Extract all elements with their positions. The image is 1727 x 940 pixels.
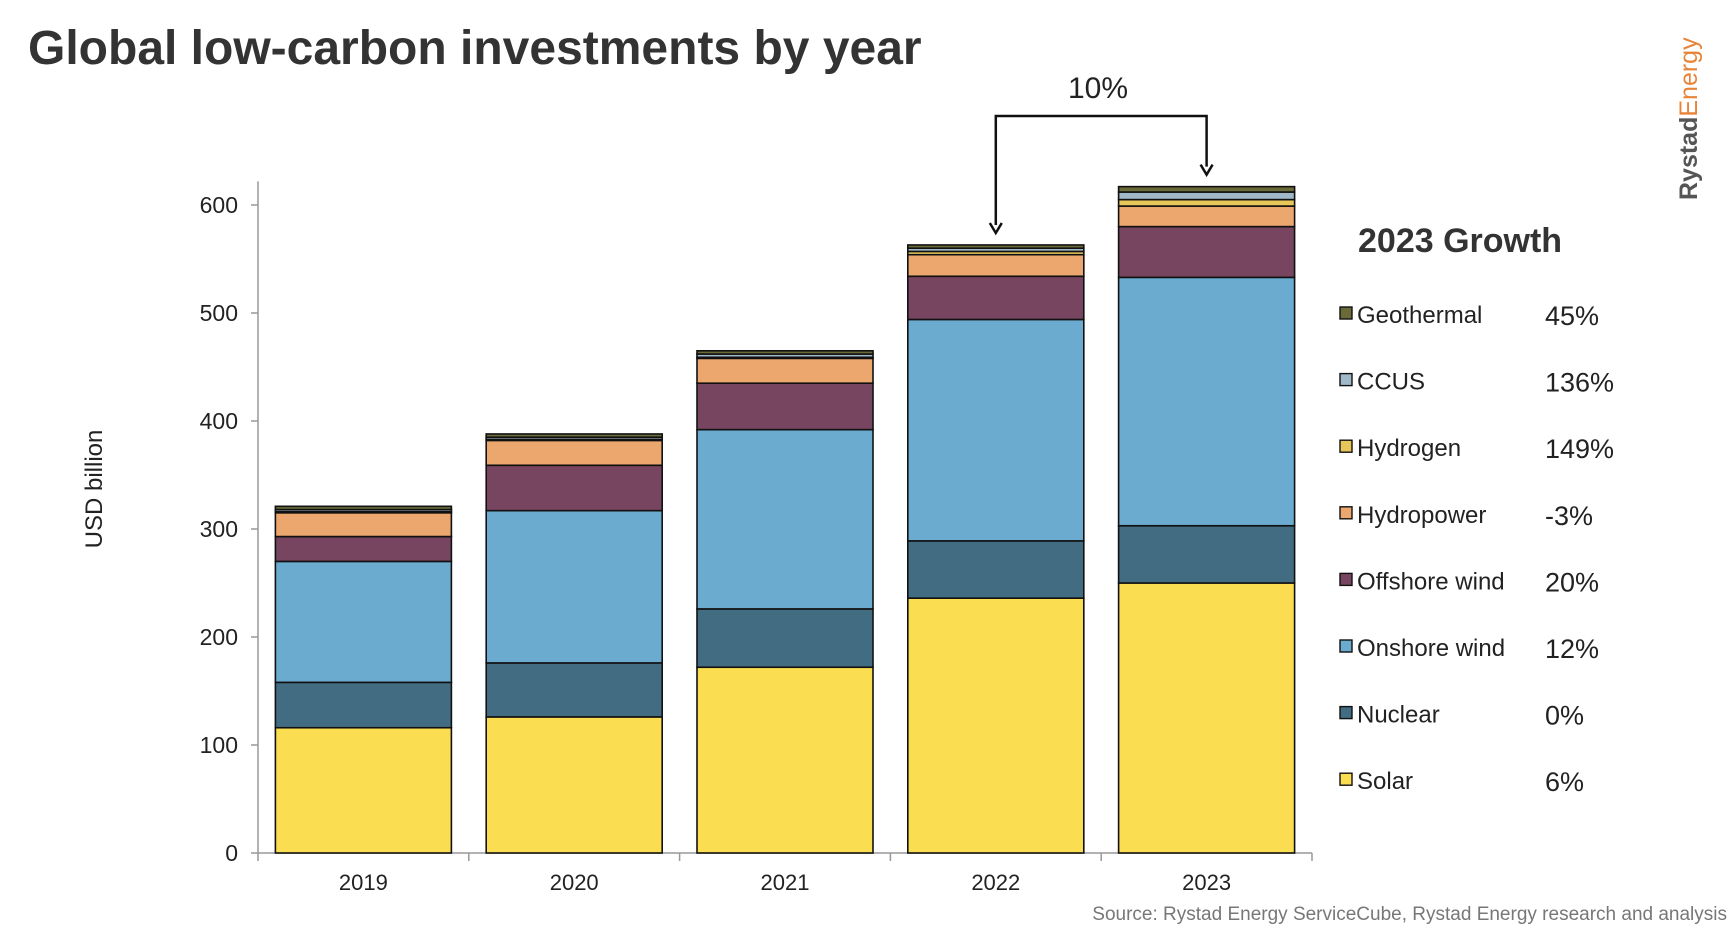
- legend-swatch: [1339, 705, 1353, 720]
- x-axis: 2019 2020 2021 2022 2023: [257, 852, 1313, 895]
- legend-swatch: [1339, 572, 1353, 587]
- bar-segment: [696, 666, 874, 854]
- legend: Geothermal 45% CCUS 136% Hydrogen 149% Hydropo…: [1339, 301, 1614, 797]
- y-tick-label: 300: [200, 516, 238, 542]
- legend-label: Nuclear: [1357, 702, 1440, 729]
- growth-value: 45%: [1545, 301, 1599, 331]
- legend-label: CCUS: [1357, 369, 1425, 396]
- legend-swatch: [1339, 306, 1353, 320]
- growth-value: -3%: [1545, 501, 1593, 531]
- growth-value: 0%: [1545, 701, 1584, 731]
- legend-item: Offshore wind 20%: [1339, 567, 1599, 597]
- bar-segment: [906, 253, 1085, 278]
- legend-label: Onshore wind: [1357, 635, 1505, 662]
- growth-callout-label: 10%: [1068, 72, 1128, 105]
- y-tick-label: 200: [200, 624, 238, 650]
- growth-value: 20%: [1545, 567, 1599, 597]
- bar-segment: [274, 535, 453, 563]
- bar-segment: [485, 439, 664, 467]
- legend-swatch: [1339, 506, 1353, 520]
- growth-value: 149%: [1545, 434, 1614, 464]
- bar-segment: [485, 433, 664, 438]
- bar-segment: [1117, 191, 1296, 201]
- legend-item: CCUS 136%: [1339, 368, 1614, 398]
- legend-item: Geothermal 45%: [1339, 301, 1599, 331]
- bar-segment: [1117, 582, 1296, 854]
- bar-segment: [1117, 276, 1296, 527]
- bar-segment: [906, 318, 1085, 542]
- bar-segment: [906, 597, 1085, 854]
- legend-swatch: [1339, 439, 1353, 453]
- y-tick-label: 0: [225, 840, 238, 866]
- legend-label: Hydropower: [1357, 502, 1486, 529]
- x-tick-label: 2022: [971, 870, 1020, 895]
- legend-title: 2023 Growth: [1358, 222, 1562, 260]
- callout-arrowhead: [988, 222, 1003, 236]
- callout-arrowhead: [1199, 163, 1214, 178]
- legend-item: Nuclear 0%: [1339, 701, 1584, 731]
- bar-segment: [696, 357, 874, 384]
- bar-segment: [1117, 205, 1296, 228]
- bar-segment: [485, 662, 664, 718]
- source-note: Source: Rystad Energy ServiceCube, Rysta…: [1092, 904, 1727, 925]
- bar-segment: [485, 464, 664, 512]
- bar-segment: [906, 275, 1085, 321]
- bar-segment: [274, 511, 453, 538]
- bar-segment: [696, 382, 874, 431]
- legend-label: Solar: [1357, 768, 1413, 795]
- legend-label: Offshore wind: [1357, 568, 1505, 595]
- y-axis: 0 100 200 300 400 500 600: [200, 181, 259, 866]
- bar-segment: [696, 349, 874, 355]
- growth-value: 136%: [1545, 368, 1614, 398]
- bar-segment: [485, 509, 664, 664]
- legend-item: Onshore wind 12%: [1339, 634, 1599, 664]
- bar-segment: [906, 244, 1085, 250]
- legend-item: Hydropower -3%: [1339, 501, 1593, 531]
- bar-segment: [274, 505, 453, 511]
- bar-segment: [696, 428, 874, 610]
- brand-part1: Rystad: [1675, 117, 1703, 200]
- chart-title: Global low-carbon investments by year: [28, 22, 922, 75]
- bar-segment: [1117, 225, 1296, 279]
- bar-segment: [274, 726, 453, 854]
- y-tick-label: 400: [200, 408, 238, 434]
- bars: [274, 185, 1296, 854]
- callout-bracket: [994, 114, 1208, 225]
- x-tick-label: 2020: [550, 870, 599, 895]
- x-tick-label: 2021: [761, 870, 810, 895]
- growth-value: 6%: [1545, 767, 1584, 797]
- growth-callout: 10%: [988, 72, 1214, 236]
- legend-label: Hydrogen: [1357, 435, 1461, 462]
- bar-segment: [485, 716, 664, 854]
- legend-swatch: [1339, 639, 1353, 653]
- bar-segment: [696, 608, 874, 669]
- bar-segment: [274, 560, 453, 684]
- bar-segment: [274, 681, 453, 729]
- y-tick-label: 600: [200, 192, 238, 218]
- y-tick-label: 500: [200, 300, 238, 326]
- legend-item: Hydrogen 149%: [1339, 434, 1614, 464]
- growth-value: 12%: [1545, 634, 1599, 664]
- brand-part2: Energy: [1675, 37, 1703, 117]
- legend-item: Solar 6%: [1339, 767, 1584, 797]
- y-tick-label: 100: [200, 732, 238, 758]
- bar-segment: [1117, 198, 1296, 207]
- brand-logo: RystadEnergy: [1675, 37, 1703, 200]
- legend-swatch: [1339, 372, 1353, 387]
- bar-segment: [1117, 185, 1296, 193]
- legend-swatch: [1339, 772, 1353, 786]
- y-axis-label: USD billion: [81, 430, 108, 549]
- legend-label: Geothermal: [1357, 302, 1482, 329]
- x-tick-label: 2023: [1182, 870, 1231, 895]
- svg-text:RystadEnergy: RystadEnergy: [1675, 37, 1703, 200]
- x-tick-label: 2019: [339, 870, 388, 895]
- bar-segment: [906, 540, 1085, 599]
- bar-segment: [1117, 524, 1296, 584]
